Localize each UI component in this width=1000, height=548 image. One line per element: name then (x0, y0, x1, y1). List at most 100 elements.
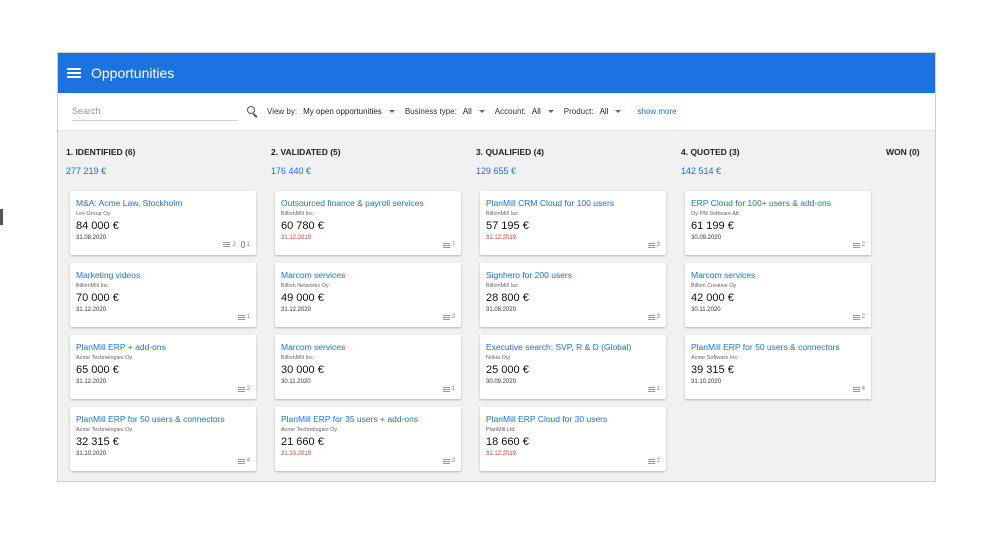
card-value: 18 660 € (486, 436, 529, 448)
card-title[interactable]: PlanMill CRM Cloud for 100 users (486, 198, 615, 208)
card-meta: 2 (442, 314, 455, 320)
search-input[interactable] (72, 106, 238, 116)
opportunity-card[interactable]: Marketing videos BillionMill Inc. 70 000… (70, 263, 256, 327)
opportunities-app: Opportunities View by: My open opportuni… (57, 52, 936, 482)
card-meta: 2 (852, 242, 865, 248)
comment-icon (647, 458, 655, 464)
card-value: 60 780 € (281, 220, 324, 232)
card-title[interactable]: Marcom services (691, 270, 756, 280)
opportunity-card[interactable]: Marcom services Billion Creative Oy 42 0… (685, 263, 871, 327)
view-by-select[interactable]: My open opportunities (303, 107, 395, 116)
comment-count: 2 (861, 314, 865, 320)
card-company: Oy PM Software Ab (691, 211, 739, 217)
business-type-select[interactable]: All (463, 107, 485, 116)
card-company: Lex Group Oy (76, 211, 111, 217)
opportunity-card[interactable]: Signhero for 200 users BillionMill Inc. … (480, 263, 666, 327)
opportunity-card[interactable]: Marcom services Billion Networks Oy 49 0… (275, 263, 461, 327)
comment-icon (442, 386, 450, 392)
opportunity-card[interactable]: PlanMill ERP Cloud for 30 users PlanMill… (480, 407, 666, 471)
card-date: 31.12.2020 (76, 307, 107, 313)
show-more-link[interactable]: show more (637, 107, 677, 116)
view-by-label: View by: (267, 107, 298, 116)
card-date: 31.10.2019 (281, 451, 312, 457)
card-date: 31.12.2019 (281, 235, 312, 241)
comment-icon (647, 386, 655, 392)
card-title[interactable]: Marketing videos (76, 270, 141, 280)
comment-count: 3 (656, 314, 660, 320)
chevron-down-icon (478, 110, 485, 113)
card-title[interactable]: ERP Cloud for 100+ users & add-ons (691, 198, 831, 208)
card-title[interactable]: Signhero for 200 users (486, 270, 572, 280)
card-title[interactable]: Marcom services (281, 342, 346, 352)
card-meta: 3 (647, 314, 660, 320)
comment-icon (237, 314, 245, 320)
opportunity-card[interactable]: Executive search: SVP, R & D (Global) No… (480, 335, 666, 399)
opportunity-card[interactable]: PlanMill ERP for 50 users & connectors A… (70, 407, 256, 471)
card-value: 84 000 € (76, 220, 119, 232)
card-date: 31.12.2020 (76, 379, 107, 385)
product-select[interactable]: All (600, 107, 622, 116)
card-title[interactable]: PlanMill ERP + add-ons (76, 342, 166, 352)
card-list: Outsourced finance & payroll services Bi… (275, 191, 461, 479)
card-company: Billion Networks Oy (281, 283, 329, 289)
opportunity-card[interactable]: Outsourced finance & payroll services Bi… (275, 191, 461, 255)
opportunity-card[interactable]: PlanMill ERP for 50 users & connectors A… (685, 335, 871, 399)
column-title: 4. QUOTED (3) (681, 147, 740, 157)
opportunity-card[interactable]: ERP Cloud for 100+ users & add-ons Oy PM… (685, 191, 871, 255)
column-title: 2. VALIDATED (5) (271, 147, 341, 157)
card-company: BillionMill Inc. (281, 211, 315, 217)
view-by-value: My open opportunities (303, 107, 382, 116)
comment-count: 4 (246, 458, 250, 464)
card-meta: 1 (237, 314, 250, 320)
search-field[interactable] (72, 103, 238, 121)
comment-icon (852, 386, 860, 392)
account-select[interactable]: All (532, 107, 554, 116)
comment-icon (442, 314, 450, 320)
card-title[interactable]: Marcom services (281, 270, 346, 280)
comment-icon (442, 242, 450, 248)
opportunity-card[interactable]: PlanMill ERP + add-ons Acme Technologies… (70, 335, 256, 399)
card-company: Acme Software Inc. (691, 355, 739, 361)
card-title[interactable]: Outsourced finance & payroll services (281, 198, 424, 208)
comment-count: 2 (861, 242, 865, 248)
card-value: 30 000 € (281, 364, 324, 376)
card-list: PlanMill CRM Cloud for 100 users Billion… (480, 191, 666, 479)
card-title[interactable]: PlanMill ERP for 50 users & connectors (691, 342, 840, 352)
card-company: BillionMill Inc. (281, 355, 315, 361)
comment-count: 1 (451, 386, 455, 392)
card-date: 30.11.2020 (281, 379, 311, 385)
card-meta: 2 (647, 458, 660, 464)
card-value: 39 315 € (691, 364, 734, 376)
opportunity-card[interactable]: PlanMill CRM Cloud for 100 users Billion… (480, 191, 666, 255)
card-title[interactable]: M&A: Acme Law, Stockholm (76, 198, 183, 208)
column-total: 277 219 € (66, 166, 107, 176)
menu-icon[interactable] (67, 68, 81, 78)
card-date: 30.09.2020 (486, 379, 517, 385)
card-value: 57 195 € (486, 220, 529, 232)
comment-count: 2 (246, 386, 250, 392)
card-title[interactable]: Executive search: SVP, R & D (Global) (486, 342, 632, 352)
opportunity-card[interactable]: Marcom services BillionMill Inc. 30 000 … (275, 335, 461, 399)
card-meta: 2 (852, 314, 865, 320)
column-total: 176 440 € (271, 166, 312, 176)
card-company: PlanMill Ltd. (486, 427, 516, 433)
search-icon[interactable] (246, 105, 259, 118)
card-title[interactable]: PlanMill ERP Cloud for 30 users (486, 414, 608, 424)
comment-icon (852, 242, 860, 248)
comment-icon (442, 458, 450, 464)
card-company: Nokia Oyj (486, 355, 510, 361)
comment-count: 1 (246, 314, 250, 320)
comment-count: 2 (656, 458, 660, 464)
card-meta: 1 (647, 386, 660, 392)
card-date: 31.12.2019 (486, 451, 517, 457)
comment-icon (852, 314, 860, 320)
opportunity-card[interactable]: PlanMill ERP for 35 users + add-ons Acme… (275, 407, 461, 471)
column-title: WON (0) (886, 147, 920, 157)
card-title[interactable]: PlanMill ERP for 50 users & connectors (76, 414, 225, 424)
card-date: 30.09.2020 (691, 235, 722, 241)
card-company: BillionMill Inc. (486, 211, 520, 217)
card-meta: 2 (237, 386, 250, 392)
opportunity-card[interactable]: M&A: Acme Law, Stockholm Lex Group Oy 84… (70, 191, 256, 255)
card-title[interactable]: PlanMill ERP for 35 users + add-ons (281, 414, 419, 424)
account-label: Account: (494, 107, 526, 116)
